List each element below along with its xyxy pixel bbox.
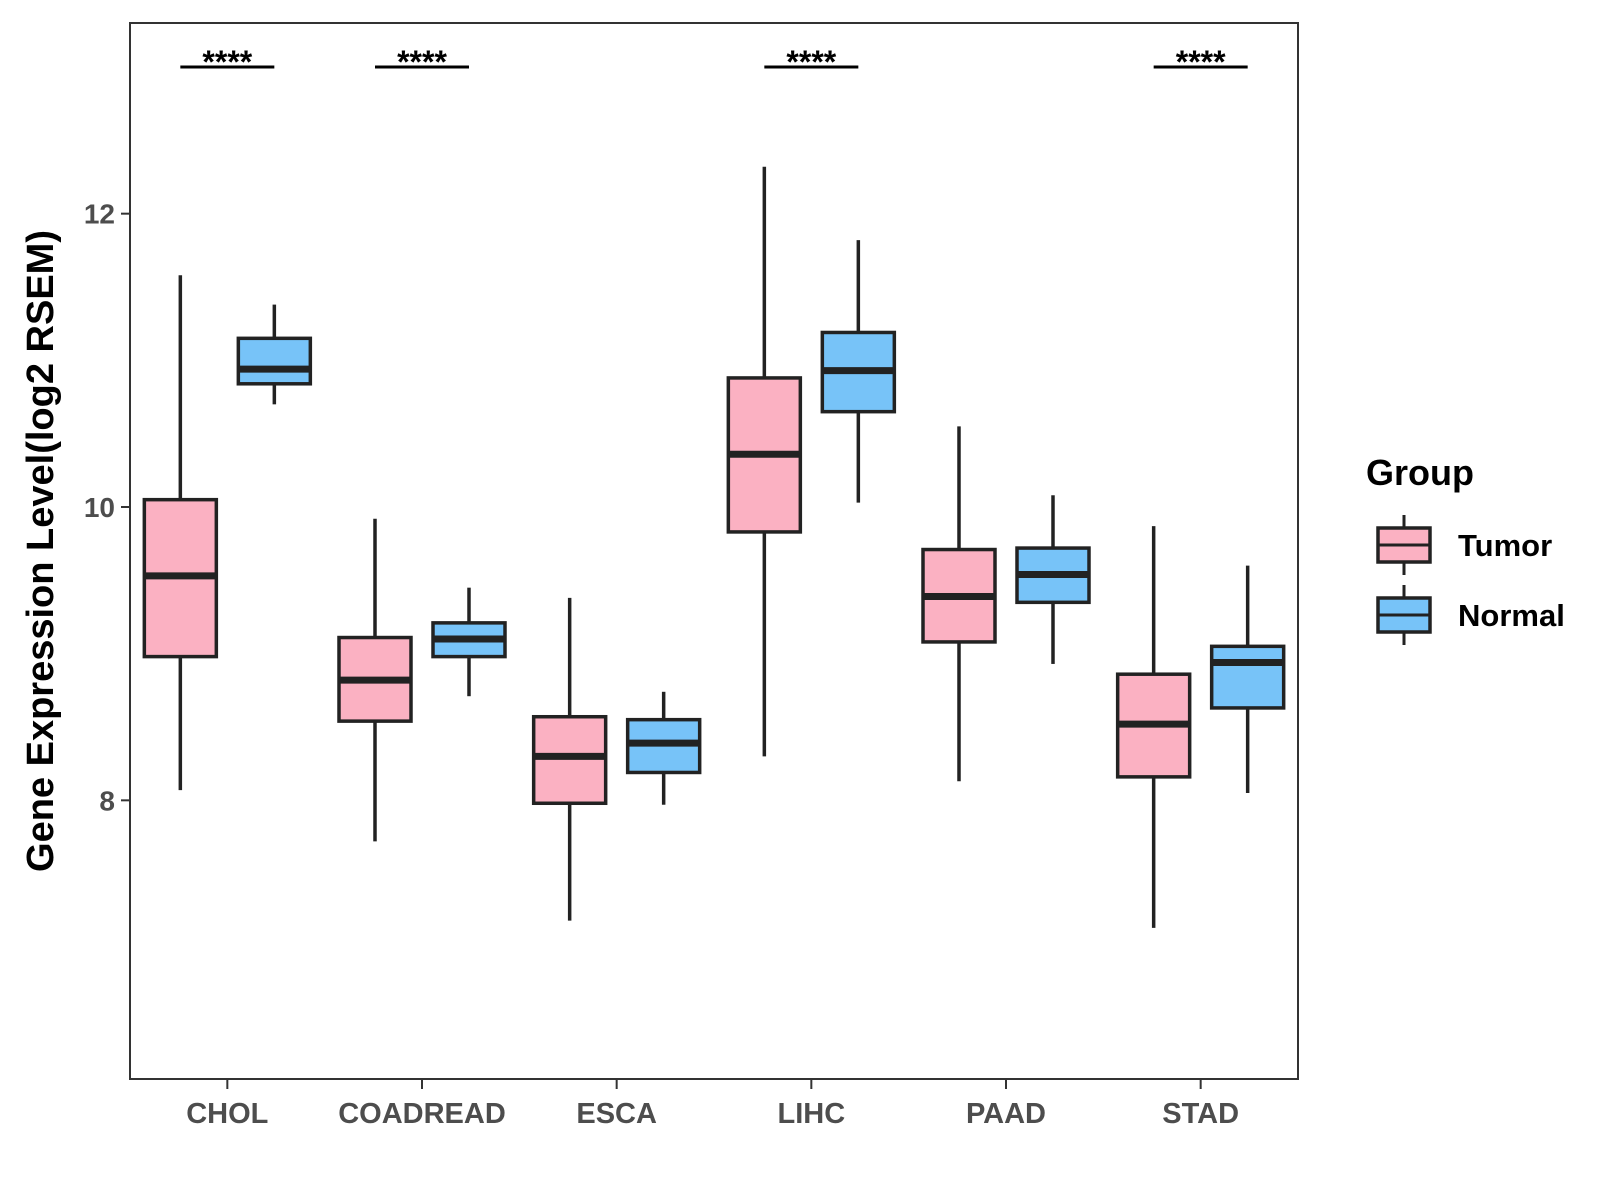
panel-border [129, 22, 1299, 1080]
box-tumor-stad [1115, 526, 1192, 928]
boxes-layer [142, 166, 1286, 928]
x-tick-label: ESCA [576, 1098, 657, 1130]
y-axis-title: Gene Expression Level(log2 RSEM) [20, 230, 62, 872]
x-tick-label: CHOL [186, 1098, 268, 1130]
x-tick-label: COADREAD [338, 1098, 506, 1130]
legend: Group Tumor Normal [1366, 452, 1565, 645]
box-normal-coadread [431, 587, 507, 697]
significance-layer: **** **** **** **** [180, 44, 1248, 80]
y-tick-label: 12 [84, 199, 115, 230]
x-tick-label: PAAD [966, 1098, 1046, 1130]
box-tumor-paad [921, 426, 997, 782]
box-normal-lihc [820, 240, 897, 503]
significance-label: **** [786, 44, 836, 80]
legend-key-normal [1376, 585, 1432, 645]
x-tick-label: LIHC [777, 1098, 845, 1130]
box-tumor-lihc [726, 166, 803, 757]
significance-label: **** [397, 44, 447, 80]
box-normal-chol [236, 304, 313, 405]
box-normal-paad [1015, 495, 1091, 664]
significance-label: **** [1176, 44, 1226, 80]
box-body [531, 714, 608, 806]
legend-key-tumor [1376, 515, 1432, 575]
box-tumor-chol [142, 275, 219, 791]
box-normal-stad [1209, 565, 1286, 793]
box-body [236, 336, 313, 386]
legend-title: Group [1366, 452, 1474, 493]
x-tick-label: STAD [1162, 1098, 1239, 1130]
box-tumor-esca [531, 597, 608, 921]
legend-label-tumor: Tumor [1458, 528, 1552, 563]
x-axis: CHOL COADREAD ESCA LIHC PAAD STAD [186, 1079, 1239, 1130]
y-tick-label: 10 [84, 492, 115, 523]
y-axis: 8 10 12 [84, 199, 130, 816]
legend-label-normal: Normal [1458, 598, 1565, 633]
box-tumor-coadread [337, 518, 413, 842]
y-tick-label: 8 [99, 785, 115, 816]
box-body [1209, 644, 1286, 710]
box-normal-esca [625, 691, 702, 805]
significance-label: **** [202, 44, 252, 80]
